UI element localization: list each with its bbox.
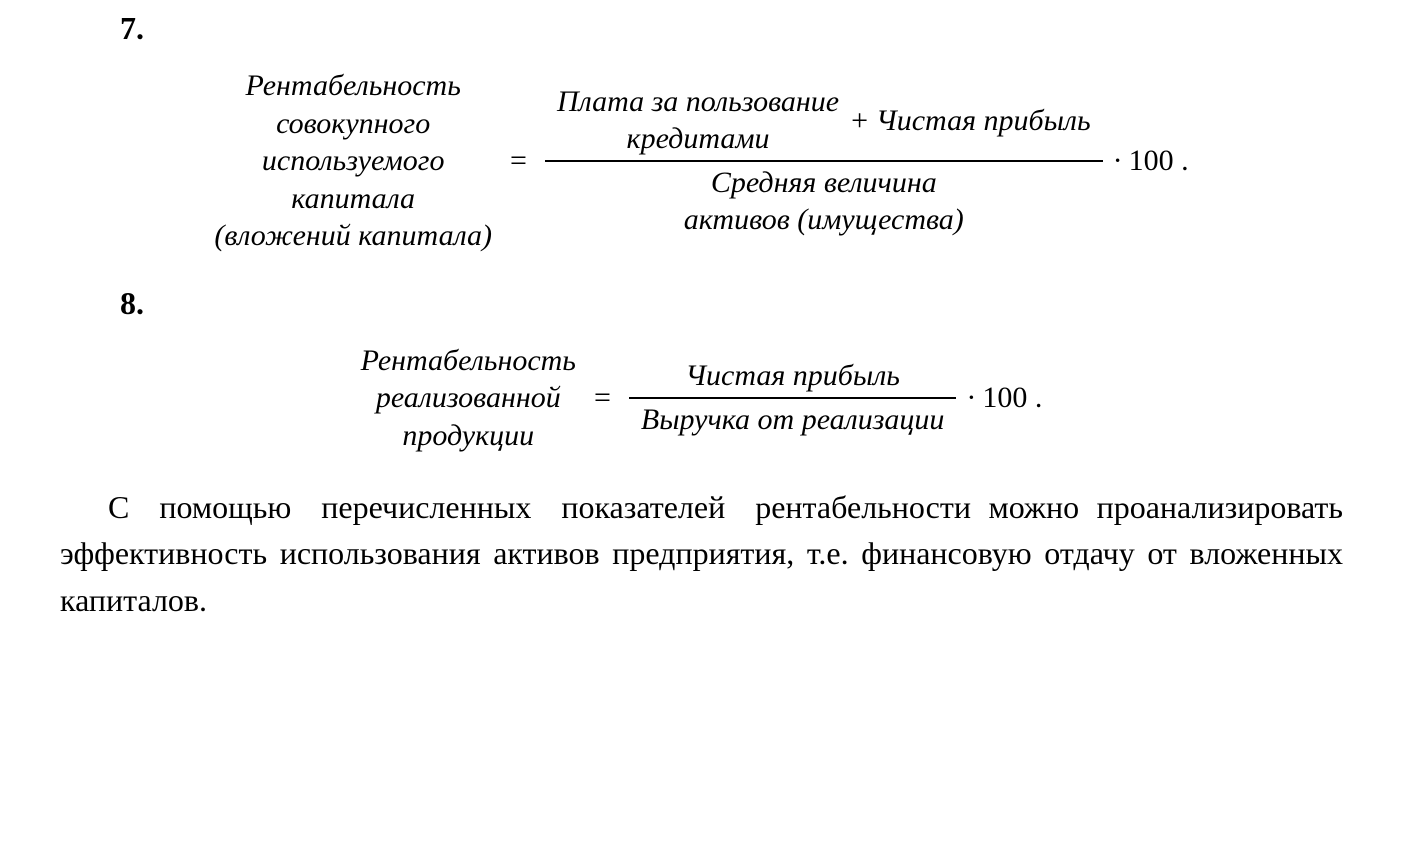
formula-8: Рентабельность реализованной продукции =… [60,342,1343,455]
multiply-dot: · [1103,142,1129,180]
formula-7-lhs-l4: капитала [291,180,415,218]
page: 7. Рентабельность совокупного используем… [0,0,1403,854]
formula-8-fraction: Чистая прибыль Выручка от реализации [629,355,957,440]
formula-7-lhs-l5: (вложений капитала) [214,217,492,255]
item-8-number: 8. [120,285,1343,322]
item-7-number: 7. [120,10,1343,47]
formula-8-lhs-l2: реализованной [376,379,561,417]
equals-sign: = [576,379,629,417]
body-paragraph-line1: С помощью перечисленных показателей рент… [60,484,971,530]
formula-8-den-text: Выручка от реализации [641,401,945,439]
formula-7-lhs: Рентабельность совокупного используемого… [214,67,492,255]
formula-7-lhs-l3: используемого [262,142,445,180]
formula-7-hundred: 100 . [1129,142,1189,180]
formula-7-fraction: Плата за пользование кредитами + Чистая … [545,81,1103,241]
formula-8-lhs: Рентабельность реализованной продукции [361,342,576,455]
formula-7-denominator: Средняя величина активов (имущества) [672,162,976,241]
multiply-dot: · [956,379,982,417]
formula-8-denominator: Выручка от реализации [629,399,957,441]
formula-7-lhs-l1: Рентабельность [245,67,460,105]
body-paragraph: С помощью перечисленных показателей рент… [60,484,1343,623]
formula-7-lhs-l2: совокупного [276,105,430,143]
formula-8-numerator: Чистая прибыль [673,355,912,397]
formula-7-num-term2: Чистая прибыль [876,102,1091,140]
formula-7: Рентабельность совокупного используемого… [60,67,1343,255]
formula-7-den-l1: Средняя величина [711,164,937,202]
formula-7-den-l2: активов (имущества) [684,201,964,239]
formula-7-num-term1-l2: кредитами [627,120,770,158]
formula-8-lhs-l3: продукции [402,417,534,455]
formula-8-num-text: Чистая прибыль [685,357,900,395]
formula-8-hundred: 100 . [982,379,1042,417]
formula-7-num-term1-l1: Плата за пользование [557,83,839,121]
equals-sign: = [492,142,545,180]
formula-7-numerator: Плата за пользование кредитами + Чистая … [545,81,1103,160]
plus-sign: + [843,102,876,140]
formula-8-lhs-l1: Рентабельность [361,342,576,380]
